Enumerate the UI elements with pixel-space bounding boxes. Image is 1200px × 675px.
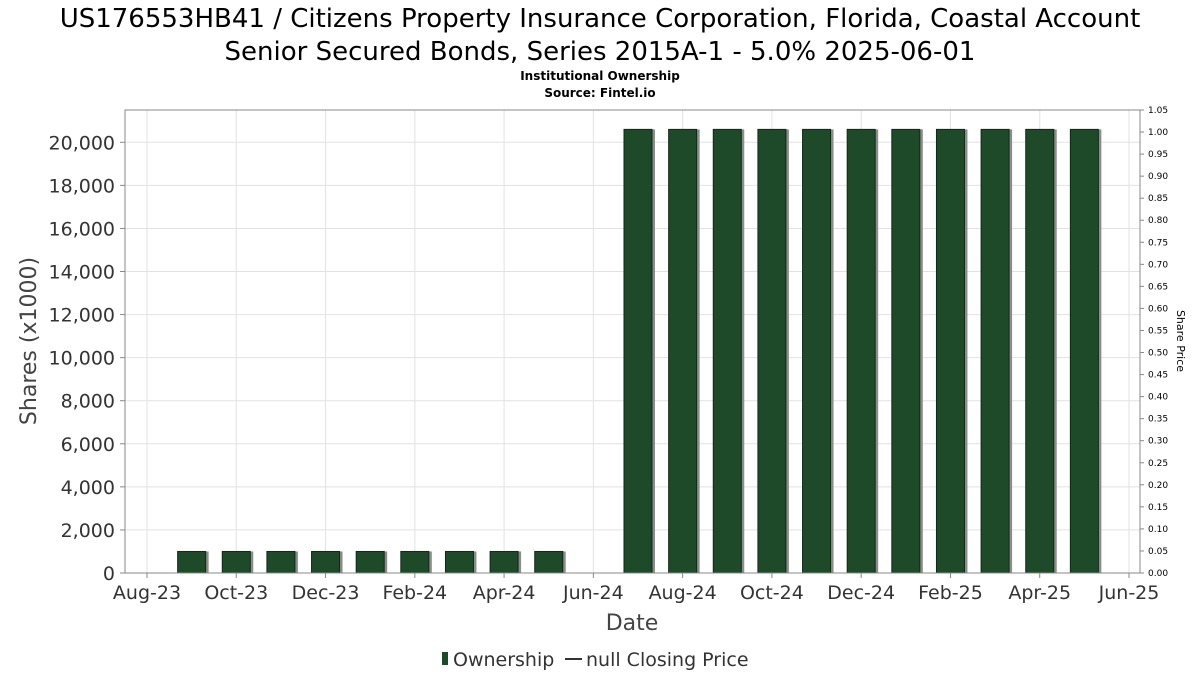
y-tick-label: 18,000 (49, 175, 115, 197)
y2-tick-label: 0.10 (1148, 525, 1168, 535)
x-tick-label: Aug-23 (113, 582, 181, 604)
y2-tick-label: 0.85 (1148, 194, 1168, 204)
y-tick-label: 14,000 (49, 262, 115, 284)
x-tick-label: Aug-24 (649, 582, 717, 604)
ownership-bar (712, 128, 742, 574)
y2-tick-label: 0.30 (1148, 437, 1168, 447)
legend-ownership-label: Ownership (453, 649, 554, 671)
bars-group (177, 128, 1102, 574)
y2-axis-ticks: 0.00 0.05 0.10 0.15 0.20 0.25 0.30 0.35 0.40 0.45… (1140, 106, 1168, 579)
ownership-bar (757, 128, 787, 574)
chart-title-line1: US176553HB41 / Citizens Property Insuran… (60, 4, 1141, 34)
ownership-bar (221, 550, 251, 574)
y-tick-label: 8,000 (61, 391, 115, 413)
ownership-bar (1069, 128, 1099, 574)
x-tick-label: Dec-23 (292, 582, 360, 604)
ownership-bar (935, 128, 965, 574)
ownership-bar (311, 550, 341, 574)
x-tick-label: Dec-24 (827, 582, 895, 604)
x-tick-label: Feb-25 (918, 582, 983, 604)
x-tick-label: Apr-24 (473, 582, 536, 604)
y-tick-label: 10,000 (49, 348, 115, 370)
legend-price-label: null Closing Price (586, 649, 749, 671)
legend-ownership-swatch (442, 652, 448, 665)
x-tick-label: Jun-24 (562, 582, 624, 604)
y2-tick-label: 0.75 (1148, 238, 1168, 248)
y2-tick-label: 0.40 (1148, 393, 1168, 403)
x-tick-label: Oct-24 (740, 582, 804, 604)
ownership-bar (1025, 128, 1055, 574)
ownership-bar (400, 550, 430, 574)
y-axis-ticks: 0 2,000 4,000 6,000 8,000 10,000 12,000 14,000 1… (49, 132, 125, 585)
ownership-bar (891, 128, 921, 574)
y2-tick-label: 0.20 (1148, 481, 1168, 491)
y2-tick-label: 0.35 (1148, 415, 1168, 425)
x-tick-label: Jun-25 (1098, 582, 1160, 604)
y-tick-label: 12,000 (49, 305, 115, 327)
y2-tick-label: 0.25 (1148, 459, 1168, 469)
y2-tick-label: 0.70 (1148, 260, 1168, 270)
chart-subtitle: Institutional Ownership (520, 69, 680, 83)
ownership-bar (534, 550, 564, 574)
y-tick-label: 4,000 (61, 477, 115, 499)
y2-axis-label: Share Price (1174, 310, 1187, 372)
y2-tick-label: 0.90 (1148, 172, 1168, 182)
x-axis-label: Date (606, 611, 659, 636)
y-tick-label: 20,000 (49, 132, 115, 154)
y-axis-label: Shares (x1000) (17, 257, 42, 425)
y2-tick-label: 0.15 (1148, 503, 1168, 513)
ownership-bar (980, 128, 1010, 574)
ownership-bar (266, 550, 296, 574)
y2-tick-label: 0.45 (1148, 371, 1168, 381)
ownership-bar (802, 128, 832, 574)
ownership-bar (444, 550, 474, 574)
plot-border (124, 109, 1141, 574)
y2-tick-label: 1.00 (1148, 128, 1168, 138)
y-tick-label: 16,000 (49, 218, 115, 240)
y-tick-label: 0 (103, 563, 115, 585)
y2-tick-label: 0.50 (1148, 349, 1168, 359)
ownership-bar (623, 128, 653, 574)
y2-tick-label: 0.65 (1148, 282, 1168, 292)
ownership-bar (668, 128, 698, 574)
x-tick-label: Oct-23 (204, 582, 268, 604)
chart-source: Source: Fintel.io (544, 86, 655, 100)
y2-tick-label: 0.80 (1148, 216, 1168, 226)
x-axis-ticks: Aug-23 Oct-23 Dec-23 Feb-24 Apr-24 Jun-24 Aug-… (113, 573, 1159, 604)
ownership-bar (489, 550, 519, 574)
chart-title-line2: Senior Secured Bonds, Series 2015A-1 - 5… (225, 37, 976, 67)
y-tick-label: 2,000 (61, 520, 115, 542)
ownership-bar (355, 550, 385, 574)
y2-tick-label: 0.00 (1148, 569, 1168, 579)
ownership-bar (846, 128, 876, 574)
y2-tick-label: 0.05 (1148, 547, 1168, 557)
x-tick-label: Apr-25 (1008, 582, 1071, 604)
y2-tick-label: 0.95 (1148, 150, 1168, 160)
y-tick-label: 6,000 (61, 434, 115, 456)
y2-tick-label: 0.60 (1148, 304, 1168, 314)
x-tick-label: Feb-24 (382, 582, 447, 604)
legend: Ownership null Closing Price (442, 649, 749, 671)
y2-tick-label: 0.55 (1148, 326, 1168, 336)
ownership-bar (177, 550, 207, 574)
y2-tick-label: 1.05 (1148, 106, 1168, 116)
